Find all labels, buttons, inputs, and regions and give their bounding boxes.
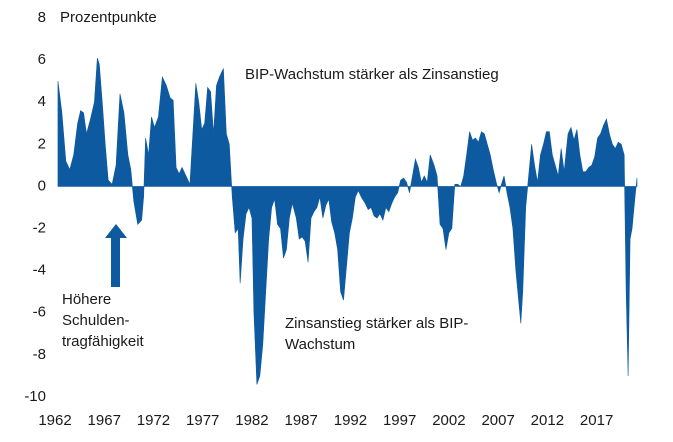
annotation: BIP-Wachstum stärker als Zinsanstieg xyxy=(245,66,499,83)
y-tick-label: -10 xyxy=(24,388,46,405)
x-tick-label: 1962 xyxy=(38,412,71,429)
x-tick-label: 2012 xyxy=(531,412,564,429)
y-tick-label: -2 xyxy=(33,220,46,237)
x-tick-label: 2017 xyxy=(580,412,613,429)
x-tick-label: 1992 xyxy=(334,412,367,429)
annotation: Höhere xyxy=(62,291,111,308)
y-tick-label: 8 xyxy=(38,9,46,26)
x-tick-label: 2002 xyxy=(432,412,465,429)
x-tick-label: 1967 xyxy=(88,412,121,429)
annotation: tragfähigkeit xyxy=(62,333,145,350)
x-tick-label: 1982 xyxy=(235,412,268,429)
y-tick-label: -6 xyxy=(33,304,46,321)
arrow xyxy=(105,224,127,287)
area xyxy=(57,57,638,385)
annotation: Schulden- xyxy=(62,312,130,329)
y-tick-label: 4 xyxy=(38,93,46,110)
x-tick-label: 1972 xyxy=(137,412,170,429)
x-tick-label: 1987 xyxy=(284,412,317,429)
annotation: Zinsanstieg stärker als BIP- xyxy=(285,315,468,332)
y-axis-label: Prozentpunkte xyxy=(60,9,157,26)
y-tick-label: 0 xyxy=(38,177,46,194)
x-tick-label: 1977 xyxy=(186,412,219,429)
y-tick-label: 6 xyxy=(38,51,46,68)
y-tick-label: 2 xyxy=(38,135,46,152)
x-tick-label: 2007 xyxy=(481,412,514,429)
annotation: Wachstum xyxy=(285,336,355,353)
x-tick-label: 1997 xyxy=(383,412,416,429)
y-tick-label: -8 xyxy=(33,346,46,363)
y-tick-label: -4 xyxy=(33,262,46,279)
